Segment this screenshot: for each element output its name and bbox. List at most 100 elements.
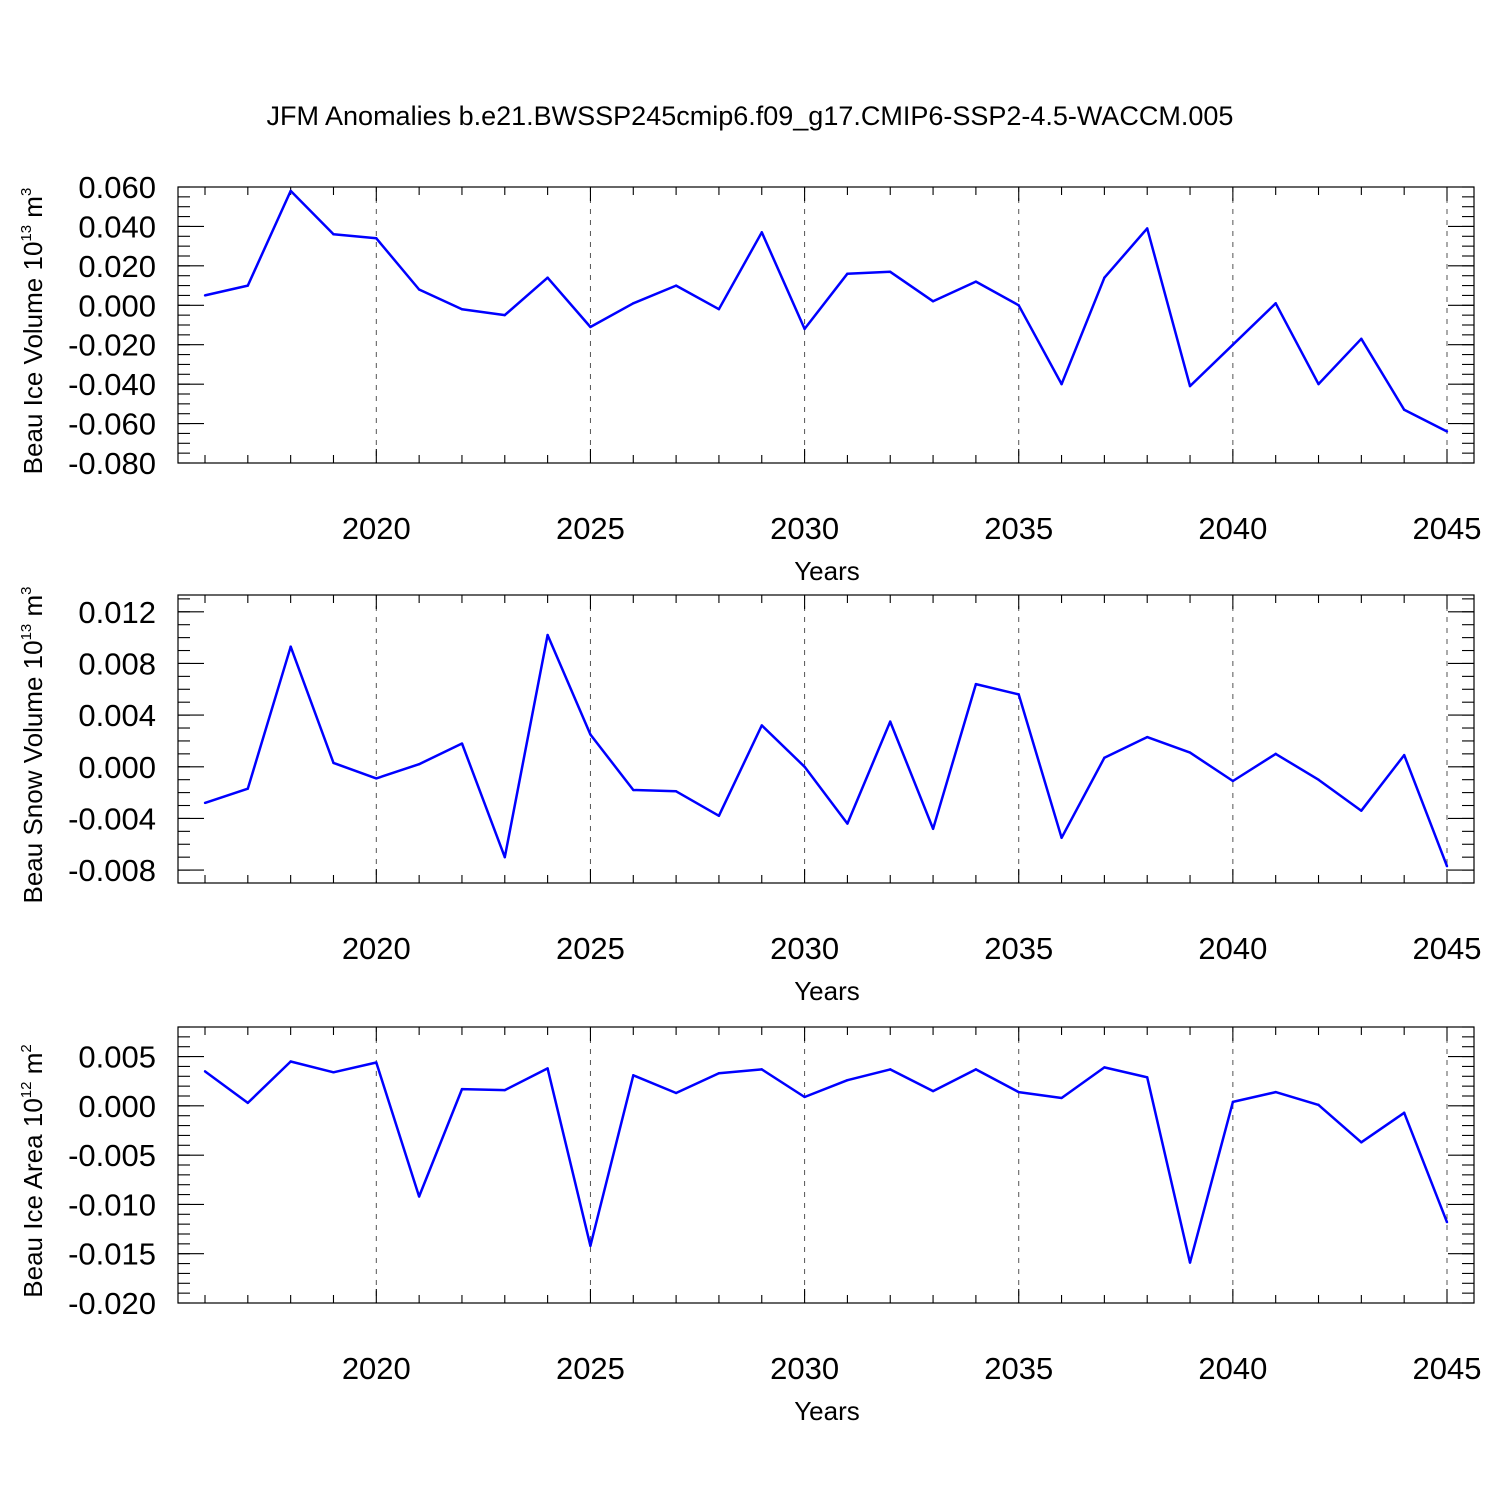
data-point xyxy=(332,233,335,236)
data-point xyxy=(1146,1076,1149,1079)
x-tick-label: 2025 xyxy=(556,931,625,966)
data-point xyxy=(717,814,721,818)
data-point xyxy=(589,325,592,329)
data-point xyxy=(846,272,849,275)
x-tick-label: 2020 xyxy=(342,931,411,966)
data-point xyxy=(1402,1111,1406,1114)
y-axis-label: Beau Snow Volume 1013 m3 xyxy=(18,587,48,904)
y-tick-label: 0.008 xyxy=(78,646,156,681)
data-point xyxy=(846,1079,849,1082)
figure-title: JFM Anomalies b.e21.BWSSP245cmip6.f09_g1… xyxy=(267,101,1234,131)
x-tick-label: 2030 xyxy=(770,1351,839,1386)
y-tick-label: -0.060 xyxy=(68,407,156,442)
data-point xyxy=(760,724,763,727)
data-point xyxy=(1231,779,1235,783)
data-point xyxy=(931,300,935,303)
data-point xyxy=(717,308,721,311)
series-line xyxy=(204,1060,1449,1264)
data-point xyxy=(1231,343,1235,346)
data-point xyxy=(375,777,378,780)
data-point xyxy=(1146,227,1149,230)
y-tick-label: 0.020 xyxy=(78,249,156,284)
y-tick-label: 0.005 xyxy=(78,1040,156,1075)
x-tick-label: 2035 xyxy=(984,1351,1053,1386)
x-tick-label: 2045 xyxy=(1413,1351,1482,1386)
y-tick-label: -0.015 xyxy=(68,1237,156,1272)
data-point xyxy=(246,787,250,790)
data-point xyxy=(1402,408,1406,411)
data-point xyxy=(1188,1261,1192,1264)
panel-3: -0.020 -0.015 -0.010 -0.005 0.000 0.005 2020 20… xyxy=(18,1026,1482,1426)
x-axis-label: Years xyxy=(794,1396,860,1426)
x-tick-label: 2035 xyxy=(984,511,1053,546)
y-axis-label: Beau Ice Volume 1013 m3 xyxy=(18,188,48,475)
data-point xyxy=(1445,865,1449,868)
x-axis-label: Years xyxy=(794,976,860,1006)
x-tick-label: 2040 xyxy=(1198,511,1267,546)
y-tick-label: 0.040 xyxy=(78,209,156,244)
data-point xyxy=(1188,384,1192,388)
x-axis-label: Years xyxy=(794,556,860,586)
data-point xyxy=(1445,1220,1449,1224)
y-tick-label: 0.000 xyxy=(78,288,156,323)
data-point xyxy=(1188,751,1192,754)
data-point xyxy=(246,284,250,287)
y-tick-label: 0.004 xyxy=(78,698,156,733)
series-line xyxy=(204,633,1449,867)
data-point xyxy=(503,855,506,859)
data-point xyxy=(1274,752,1277,756)
data-point xyxy=(1017,1090,1020,1094)
y-tick-label: 0.012 xyxy=(78,595,156,630)
data-point xyxy=(1017,693,1020,696)
data-point xyxy=(417,1195,421,1198)
x-tick-label: 2035 xyxy=(984,931,1053,966)
data-point xyxy=(289,645,292,648)
data-point xyxy=(931,1089,935,1093)
data-point xyxy=(503,313,506,317)
data-point xyxy=(460,308,464,311)
data-point xyxy=(1317,778,1320,781)
data-point xyxy=(974,280,978,283)
data-point xyxy=(203,1070,207,1073)
data-point xyxy=(203,801,207,805)
data-point xyxy=(460,742,464,745)
data-point xyxy=(1060,382,1063,386)
data-point xyxy=(632,788,635,792)
data-point xyxy=(417,288,421,291)
x-tick-label: 2040 xyxy=(1198,1351,1267,1386)
data-point xyxy=(803,327,806,331)
y-tick-label: -0.020 xyxy=(68,1286,156,1321)
data-point xyxy=(289,189,292,193)
data-point xyxy=(1360,1141,1363,1144)
data-point xyxy=(1317,382,1320,386)
y-tick-label: -0.080 xyxy=(68,446,156,481)
data-point xyxy=(1445,430,1449,433)
panel-2: -0.008 -0.004 0.000 0.004 0.008 0.012 2020 2025… xyxy=(18,587,1481,1007)
data-point xyxy=(1317,1103,1320,1107)
data-point xyxy=(332,1071,335,1074)
data-point xyxy=(1103,1066,1106,1069)
x-tick-label: 2020 xyxy=(342,1351,411,1386)
data-point xyxy=(460,1087,464,1091)
data-point xyxy=(375,237,378,240)
x-tick-label: 2020 xyxy=(342,511,411,546)
data-point xyxy=(1103,756,1106,759)
data-point xyxy=(289,1060,292,1063)
y-tick-label: 0.060 xyxy=(78,170,156,205)
data-point xyxy=(760,1068,763,1071)
x-tick-label: 2025 xyxy=(556,1351,625,1386)
data-point xyxy=(1060,1096,1063,1100)
data-point xyxy=(1060,836,1063,839)
data-point xyxy=(632,302,635,305)
data-point xyxy=(589,1244,592,1248)
data-point xyxy=(803,765,806,768)
data-point xyxy=(1017,304,1020,307)
data-point xyxy=(632,1074,635,1077)
plot-frame xyxy=(177,594,1475,884)
y-tick-label: -0.040 xyxy=(68,367,156,402)
data-point xyxy=(1360,809,1363,812)
data-point xyxy=(1360,337,1363,340)
data-point xyxy=(760,231,763,234)
data-point xyxy=(546,633,549,637)
